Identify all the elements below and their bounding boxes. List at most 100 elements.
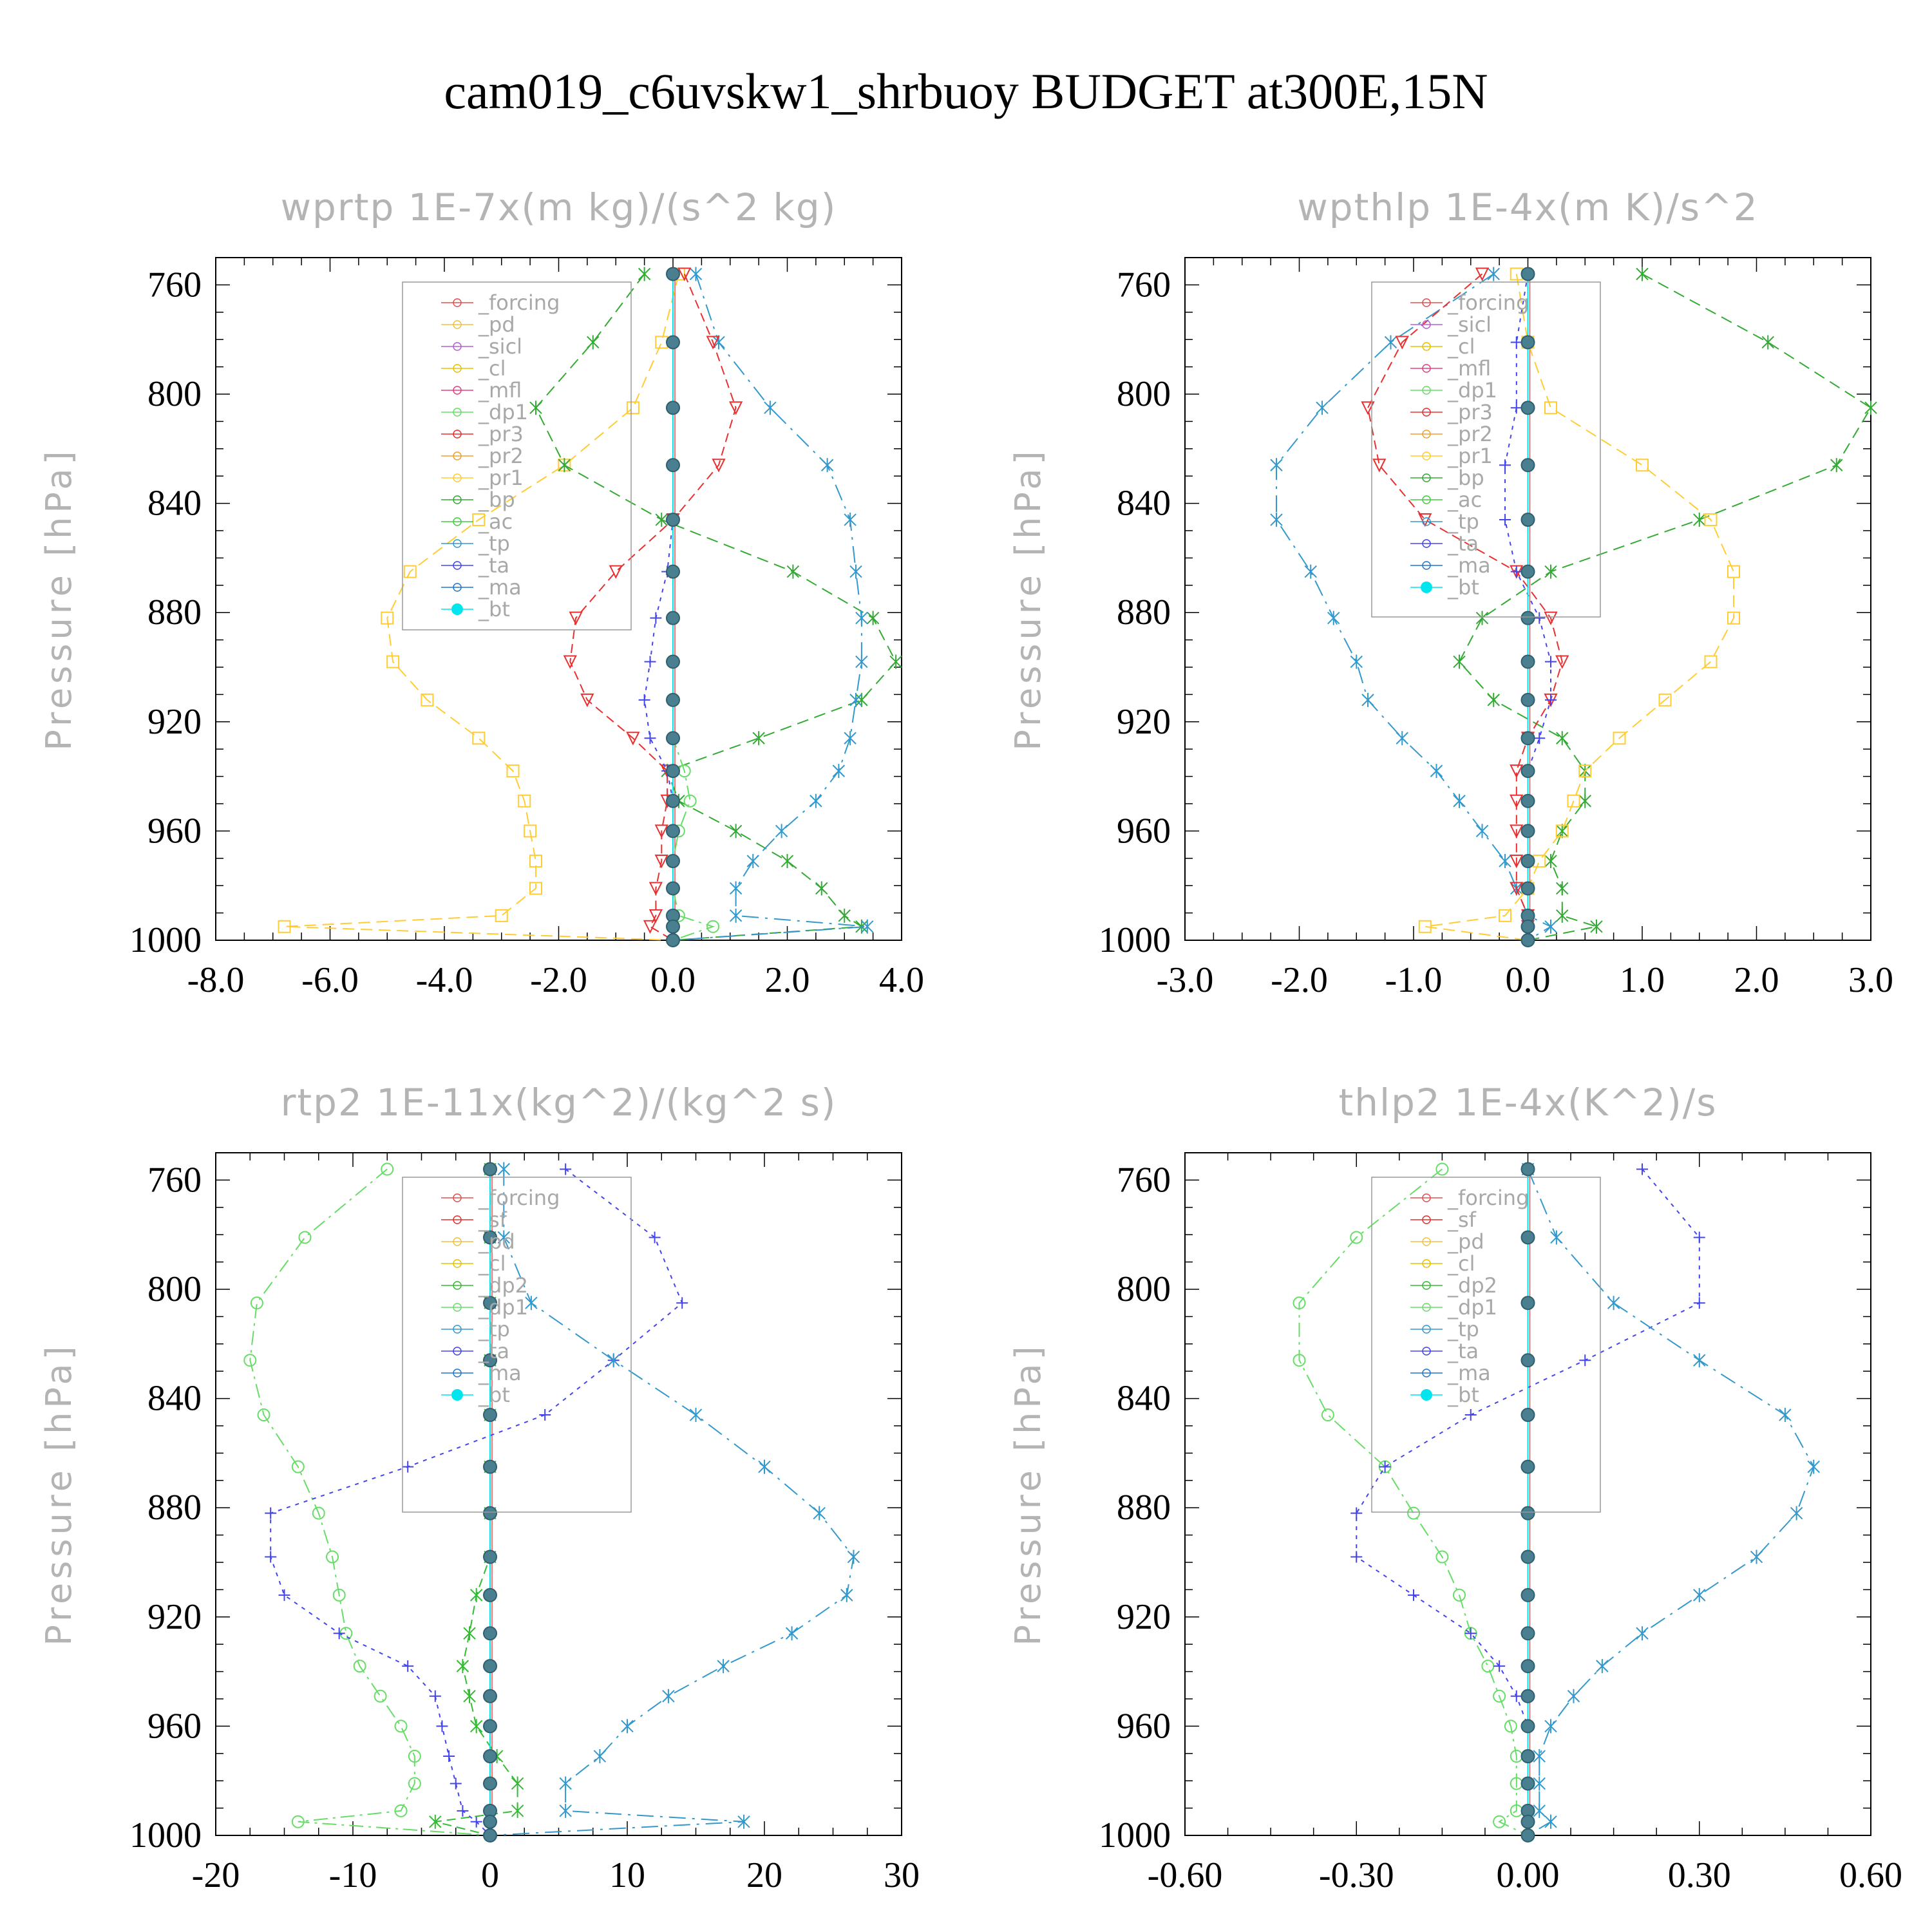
legend-label: _pd <box>478 1229 515 1254</box>
x-tick-label: -2.0 <box>1271 960 1328 1000</box>
data-point-tp <box>775 824 788 838</box>
legend-label: _sicl <box>1447 312 1492 337</box>
data-point-bt <box>1520 1587 1535 1602</box>
legend-label: _forcing <box>1447 290 1529 315</box>
data-point-tp <box>559 1803 572 1818</box>
data-point-pr3 <box>626 732 640 746</box>
legend-marker <box>453 1281 462 1290</box>
legend-marker <box>1422 1215 1431 1224</box>
y-tick-label: 960 <box>1117 1706 1171 1746</box>
data-point-bt <box>483 1659 497 1674</box>
y-tick-label: 1000 <box>129 920 202 960</box>
legend-label: _sf <box>1447 1208 1477 1232</box>
data-point-tp <box>1790 1506 1803 1520</box>
legend-label: _bt <box>478 1383 510 1407</box>
legend-label: _ac <box>1447 488 1482 512</box>
x-tick-label: 0.0 <box>650 960 696 1000</box>
data-point-tp <box>1567 1689 1580 1703</box>
data-point-tp <box>1596 1659 1609 1674</box>
data-point-ta <box>539 1409 551 1421</box>
data-point-ta <box>1379 1461 1391 1473</box>
panel-2: wpthlp 1E-4x(m K)/s^2 Pressure [hPa] 760 80… <box>1008 185 1893 1000</box>
data-point-tp <box>849 564 862 579</box>
legend-marker <box>1422 430 1431 439</box>
legend-marker <box>1422 1281 1431 1290</box>
data-point-dp1 <box>243 1354 257 1367</box>
x-tick-label: -4.0 <box>416 960 473 1000</box>
legend-marker <box>453 1215 462 1224</box>
panel-3: rtp2 1E-11x(kg^2)/(kg^2 s) Pressure [hPa]… <box>39 1081 920 1895</box>
legend-label: _pd <box>478 312 515 337</box>
legend-label: _ma <box>1447 553 1491 578</box>
data-point-bt <box>483 1749 497 1764</box>
data-point-tp <box>1693 1587 1706 1602</box>
data-point-tp <box>1693 1353 1706 1368</box>
legend-label: _forcing <box>478 290 560 315</box>
legend-label: _sicl <box>478 334 522 359</box>
data-point-tp <box>1384 335 1397 350</box>
data-point-ta <box>443 1750 455 1763</box>
series-pr1 <box>278 267 685 941</box>
data-point-bt <box>666 335 680 350</box>
x-tick-label: -1.0 <box>1385 960 1443 1000</box>
legend-marker <box>453 1347 462 1356</box>
data-point-bt <box>1520 401 1535 415</box>
legend-marker <box>453 561 462 570</box>
x-tick-label: 1.0 <box>1620 960 1665 1000</box>
y-tick-label: 760 <box>1117 1160 1171 1200</box>
legend-marker <box>1422 320 1431 329</box>
data-point-tp <box>764 401 777 415</box>
data-point-bp <box>1556 731 1569 746</box>
legend-label: _forcing <box>478 1186 560 1210</box>
x-tick-label: 2.0 <box>1734 960 1779 1000</box>
y-tick-label: 880 <box>147 1488 202 1528</box>
data-point-tp <box>840 1587 853 1602</box>
data-point-pr1 <box>1636 459 1649 472</box>
legend: _forcing_sf_pd_cl_dp2_dp1_tp_ta_ma_bt <box>402 1177 632 1513</box>
data-point-bt <box>483 1162 497 1177</box>
data-point-bt <box>666 764 680 779</box>
legend-label: _bt <box>1447 575 1479 600</box>
legend-label: _tp <box>478 531 510 556</box>
data-point-tp <box>1487 267 1500 281</box>
data-point-pr3 <box>1372 459 1387 473</box>
legend-marker <box>453 539 462 548</box>
data-point-dp1 <box>1407 1506 1420 1520</box>
legend-label: _ma <box>478 1361 522 1385</box>
x-tick-label: 0.30 <box>1668 1855 1731 1895</box>
data-point-ta <box>402 1461 414 1473</box>
legend-label: _ma <box>478 575 522 600</box>
y-tick-label: 920 <box>147 1597 202 1637</box>
data-point-bp <box>638 267 651 281</box>
data-point-bt <box>666 919 680 934</box>
data-point-dp1 <box>332 1588 346 1602</box>
data-point-bt <box>483 1296 497 1311</box>
data-point-ta <box>1510 1690 1522 1702</box>
data-point-pr1 <box>386 655 400 668</box>
legend-label: _pr3 <box>478 422 524 446</box>
legend-marker <box>1422 539 1431 548</box>
y-axis-label: Pressure [hPa] <box>39 1342 79 1645</box>
data-point-bt <box>483 1549 497 1564</box>
data-point-bp <box>1487 692 1500 707</box>
x-tick-label: -0.60 <box>1148 1855 1223 1895</box>
data-point-bt <box>1520 764 1535 779</box>
data-point-tp <box>1475 824 1489 838</box>
data-point-pr3 <box>1510 882 1524 896</box>
legend-marker <box>453 517 462 526</box>
data-point-bt <box>1520 1408 1535 1423</box>
data-point-pr3 <box>1510 855 1524 869</box>
legend-marker <box>1422 408 1431 417</box>
data-point-bp <box>729 824 743 838</box>
legend-label: _pd <box>1447 1229 1484 1254</box>
data-point-dp1 <box>1293 1354 1306 1367</box>
data-point-pr1 <box>1555 824 1569 838</box>
data-point-dp2 <box>429 1814 442 1829</box>
figure-title: cam019_c6uvskw1_shrbuoy BUDGET at300E,15… <box>444 63 1488 119</box>
legend-box <box>1371 281 1601 618</box>
x-tick-label: 2.0 <box>765 960 810 1000</box>
legend-label: _cl <box>478 356 506 381</box>
legend-label: _mfl <box>1447 356 1491 381</box>
data-point-bp <box>1864 401 1877 415</box>
data-point-dp1 <box>1493 1815 1506 1828</box>
